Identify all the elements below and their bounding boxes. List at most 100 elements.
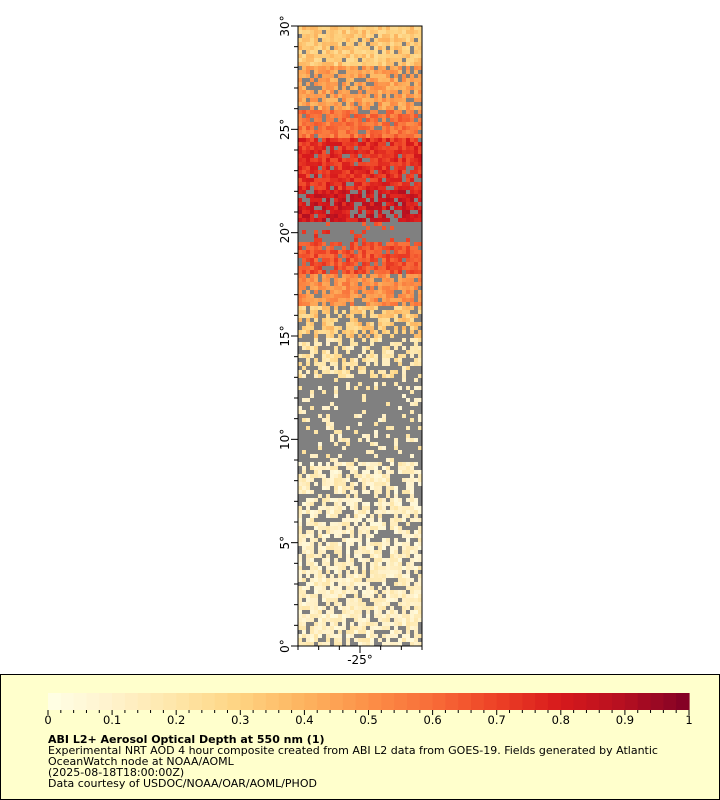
aod-cell: [418, 554, 422, 558]
aod-cell: [410, 558, 414, 562]
aod-cell: [362, 166, 366, 170]
aod-cell: [358, 174, 362, 178]
aod-cell: [326, 206, 330, 210]
aod-cell: [314, 474, 318, 478]
aod-cell: [338, 630, 342, 634]
aod-cell: [338, 74, 342, 78]
aod-cell: [342, 34, 346, 38]
aod-cell: [394, 34, 398, 38]
aod-cell: [310, 326, 314, 330]
aod-cell: [370, 126, 374, 130]
aod-cell: [378, 302, 382, 306]
aod-cell: [326, 74, 330, 78]
aod-cell: [350, 158, 354, 162]
aod-cell: [406, 618, 410, 622]
aod-cell: [346, 630, 350, 634]
aod-cell: [374, 430, 378, 434]
aod-cell: [346, 178, 350, 182]
aod-cell: [314, 38, 318, 42]
aod-cell: [398, 146, 402, 150]
aod-cell: [406, 218, 410, 222]
aod-cell: [370, 186, 374, 190]
aod-cell: [302, 218, 306, 222]
aod-cell: [298, 314, 302, 318]
aod-cell: [350, 26, 354, 30]
aod-cell: [390, 50, 394, 54]
aod-cell: [310, 630, 314, 634]
aod-cell: [322, 614, 326, 618]
aod-cell: [398, 266, 402, 270]
aod-cell: [310, 498, 314, 502]
aod-cell: [398, 518, 402, 522]
aod-cell: [346, 214, 350, 218]
aod-cell: [374, 150, 378, 154]
aod-cell: [310, 294, 314, 298]
aod-cell: [342, 142, 346, 146]
aod-cell: [370, 122, 374, 126]
aod-cell: [398, 566, 402, 570]
aod-cell: [322, 150, 326, 154]
aod-cell: [386, 474, 390, 478]
aod-cell: [334, 178, 338, 182]
aod-cell: [418, 338, 422, 342]
aod-cell: [318, 630, 322, 634]
aod-cell: [322, 594, 326, 598]
aod-cell: [350, 562, 354, 566]
aod-cell: [314, 330, 318, 334]
aod-cell: [330, 142, 334, 146]
colorbar-tick-label: 0.7: [488, 713, 506, 727]
aod-cell: [298, 166, 302, 170]
aod-cell: [402, 594, 406, 598]
aod-cell: [310, 30, 314, 34]
aod-cell: [306, 490, 310, 494]
aod-cell: [342, 270, 346, 274]
aod-cell: [418, 210, 422, 214]
aod-cell: [398, 554, 402, 558]
aod-cell: [382, 30, 386, 34]
aod-cell: [298, 610, 302, 614]
aod-cell: [366, 34, 370, 38]
aod-cell: [314, 318, 318, 322]
aod-cell: [322, 74, 326, 78]
aod-cell: [370, 246, 374, 250]
aod-cell: [394, 306, 398, 310]
aod-cell: [374, 334, 378, 338]
aod-cell: [386, 158, 390, 162]
aod-cell: [362, 162, 366, 166]
aod-cell: [390, 350, 394, 354]
aod-cell: [414, 70, 418, 74]
aod-cell: [406, 366, 410, 370]
aod-cell: [370, 194, 374, 198]
aod-cell: [330, 358, 334, 362]
aod-cell: [386, 402, 390, 406]
aod-cell: [358, 126, 362, 130]
aod-cell: [394, 182, 398, 186]
aod-cell: [406, 266, 410, 270]
aod-cell: [366, 190, 370, 194]
aod-cell: [418, 158, 422, 162]
aod-cell: [350, 154, 354, 158]
aod-cell: [310, 146, 314, 150]
aod-cell: [298, 482, 302, 486]
aod-cell: [354, 194, 358, 198]
aod-cell: [350, 58, 354, 62]
aod-cell: [322, 86, 326, 90]
aod-cell: [410, 162, 414, 166]
aod-cell: [338, 102, 342, 106]
aod-cell: [338, 50, 342, 54]
aod-cell: [414, 146, 418, 150]
aod-cell: [318, 466, 322, 470]
aod-cell: [318, 330, 322, 334]
aod-cell: [394, 166, 398, 170]
aod-cell: [350, 574, 354, 578]
aod-cell: [406, 574, 410, 578]
aod-cell: [398, 630, 402, 634]
aod-cell: [386, 30, 390, 34]
map-title: ABI L2+ Aerosol Optical Depth at 550 nm …: [48, 733, 325, 746]
aod-cell: [350, 342, 354, 346]
aod-cell: [418, 62, 422, 66]
aod-cell: [362, 550, 366, 554]
aod-cell: [394, 486, 398, 490]
aod-cell: [306, 574, 310, 578]
aod-cell: [406, 290, 410, 294]
